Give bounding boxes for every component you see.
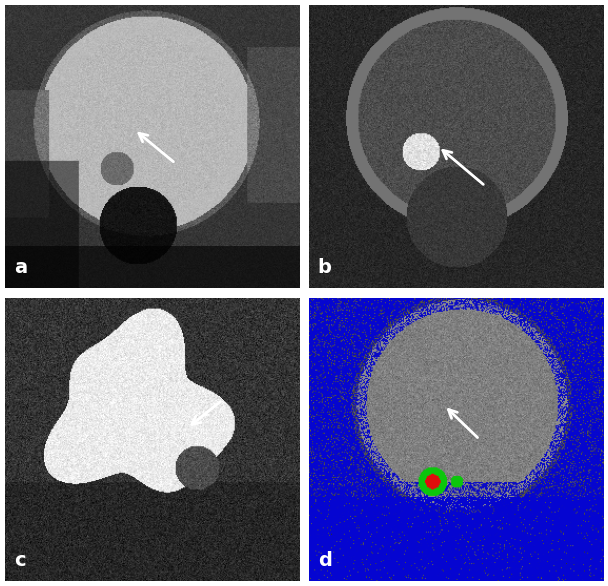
Text: c: c <box>14 551 26 570</box>
Text: a: a <box>14 258 27 277</box>
Text: b: b <box>318 258 331 277</box>
Text: d: d <box>318 551 331 570</box>
